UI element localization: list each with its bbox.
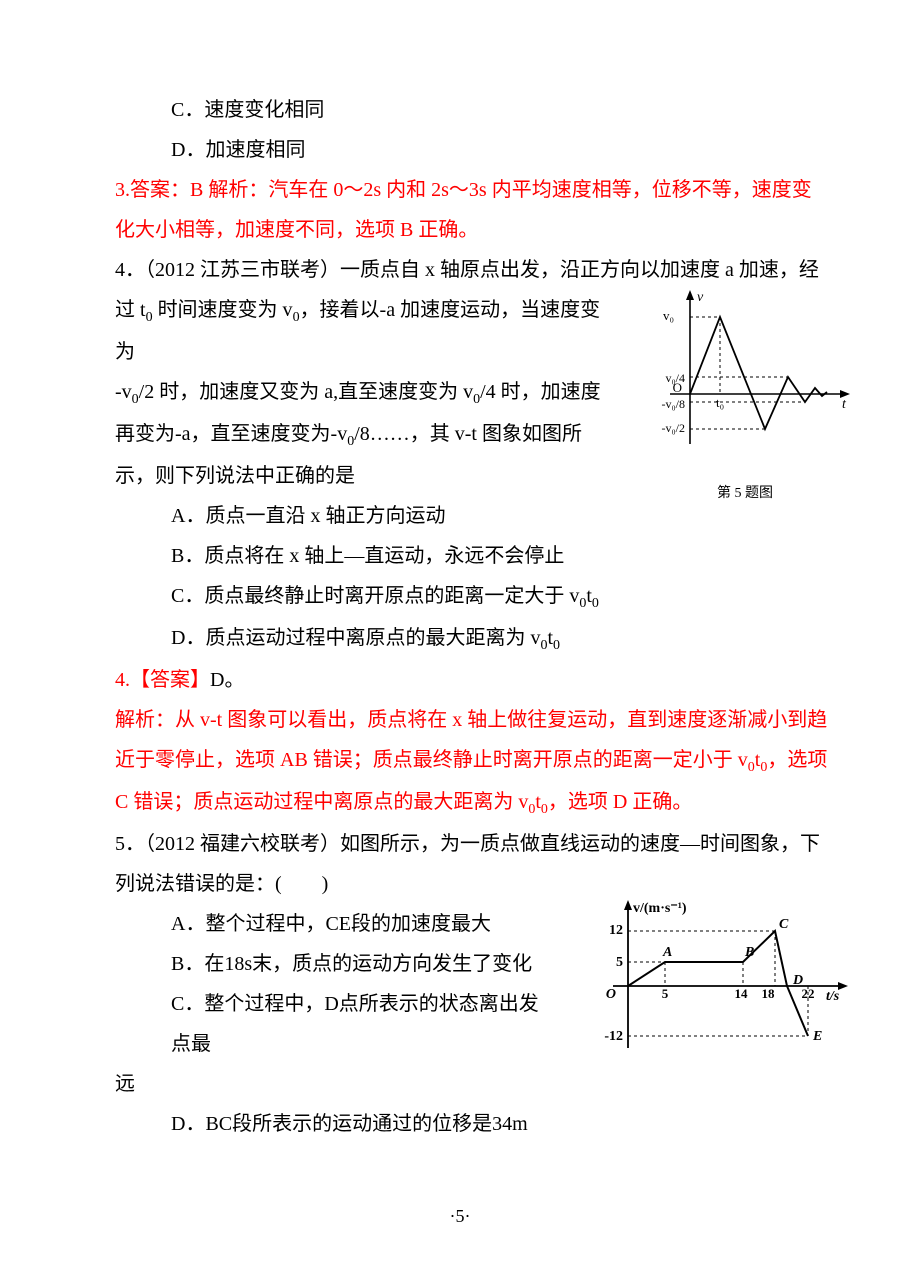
pt-B: B <box>744 945 754 960</box>
pt-C: C <box>779 917 789 932</box>
q4-stem-line4: 再变为-a，直至速度变为-v0/8……，其 v-t 图象如图所 <box>115 414 615 456</box>
q5-body: A．整个过程中，CE段的加速度最大 B．在18s末，质点的运动方向发生了变化 C… <box>115 904 830 1064</box>
pt-A: A <box>662 945 672 960</box>
q5-option-b: B．在18s末，质点的运动方向发生了变化 <box>115 944 555 984</box>
y-5: 5 <box>616 955 623 970</box>
text: /8……，其 v-t 图象如图所 <box>354 423 582 445</box>
sub-0: 0 <box>146 310 153 325</box>
q5-option-a: A．整个过程中，CE段的加速度最大 <box>115 904 555 944</box>
origin-o: O <box>606 987 616 1002</box>
q4-graph-svg: v₀ v₀/4 -v₀/8 -v₀/2 O v t t₀ <box>630 284 860 464</box>
x-18: 18 <box>762 986 776 1001</box>
q5-graph-svg: v/(m·s⁻¹) t/s 12 5 -12 O 5 14 18 22 <box>583 898 858 1053</box>
text: 过 t <box>115 299 146 321</box>
pt-D: D <box>792 973 803 988</box>
text: 再变为-a，直至速度变为-v <box>115 423 347 445</box>
q4-ans-bracket: 【答案】 <box>130 669 210 691</box>
origin-o: O <box>673 380 682 395</box>
sub-0: 0 <box>132 392 139 407</box>
text: /2 时，加速度又变为 a,直至速度变为 v <box>139 381 473 403</box>
y-neg12: -12 <box>604 1029 623 1044</box>
q3-option-c: C．速度变化相同 <box>115 90 830 130</box>
x-5: 5 <box>662 986 669 1001</box>
x-14: 14 <box>735 986 749 1001</box>
q5-option-c: C．整个过程中，D点所表示的状态离出发点最 <box>115 984 555 1064</box>
text: C．质点最终静止时离开原点的距离一定大于 v <box>171 585 579 607</box>
y-v0: v₀ <box>663 308 674 323</box>
x-axis-t: t <box>842 397 847 412</box>
y-neg1: -v₀/8 <box>661 397 685 411</box>
y-axis-label: v/(m·s⁻¹) <box>633 901 687 916</box>
q5-stem: 5．（2012 福建六校联考）如图所示，为一质点做直线运动的速度—时间图象，下列… <box>115 824 830 904</box>
q4-stem-line3: -v0/2 时，加速度又变为 a,直至速度变为 v0/4 时，加速度 <box>115 372 615 414</box>
q4-stem-line5: 示，则下列说法中正确的是 <box>115 456 615 496</box>
q4-body: 过 t0 时间速度变为 v0，接着以-a 加速度运动，当速度变为 -v0/2 时… <box>115 290 830 496</box>
q4-option-b: B．质点将在 x 轴上—直运动，永远不会停止 <box>115 536 830 576</box>
q5-option-c-tail: 远 <box>115 1064 830 1104</box>
page-container: C．速度变化相同 D．加速度相同 3.答案：B 解析：汽车在 0～2s 内和 2… <box>0 0 920 1274</box>
q4-ans-num: 4. <box>115 669 130 691</box>
text: D．质点运动过程中离原点的最大距离为 v <box>171 627 540 649</box>
q5-figure: v/(m·s⁻¹) t/s 12 5 -12 O 5 14 18 22 <box>583 898 858 1053</box>
q4-option-d: D．质点运动过程中离原点的最大距离为 v0t0 <box>115 618 830 660</box>
text: -v <box>115 381 132 403</box>
text: 解析：从 v-t 图象可以看出，质点将在 x 轴上做往复运动，直到速度逐渐减小到… <box>115 709 827 771</box>
sub-0: 0 <box>592 596 599 611</box>
q5-option-d: D．BC段所表示的运动通过的位移是34m <box>115 1104 830 1144</box>
y-12: 12 <box>609 923 623 938</box>
q4-text-wrap: 过 t0 时间速度变为 v0，接着以-a 加速度运动，当速度变为 -v0/2 时… <box>115 290 615 496</box>
pt-E: E <box>812 1029 822 1044</box>
q4-ans-letter: D。 <box>210 669 244 691</box>
q4-stem-line2: 过 t0 时间速度变为 v0，接着以-a 加速度运动，当速度变为 <box>115 290 615 372</box>
page-number: ·5· <box>0 1198 920 1234</box>
q3-answer: 3.答案：B 解析：汽车在 0～2s 内和 2s～3s 内平均速度相等，位移不等… <box>115 170 830 250</box>
x-axis-label: t/s <box>826 989 840 1004</box>
q4-figure: v₀ v₀/4 -v₀/8 -v₀/2 O v t t₀ 第 5 题图 <box>630 284 860 479</box>
q4-option-a: A．质点一直沿 x 轴正方向运动 <box>115 496 830 536</box>
q4-explanation: 解析：从 v-t 图象可以看出，质点将在 x 轴上做往复运动，直到速度逐渐减小到… <box>115 700 830 824</box>
q4-answer-label: 4.【答案】D。 <box>115 660 830 700</box>
sub-0: 0 <box>293 310 300 325</box>
text: ，选项 D 正确。 <box>548 791 692 813</box>
y-neg2: -v₀/2 <box>661 421 685 435</box>
sub-0: 0 <box>541 802 548 817</box>
text: /4 时，加速度 <box>480 381 601 403</box>
q5-text-wrap: A．整个过程中，CE段的加速度最大 B．在18s末，质点的运动方向发生了变化 C… <box>115 904 555 1064</box>
y-axis-v: v <box>697 290 704 305</box>
text: 时间速度变为 v <box>153 299 293 321</box>
q3-option-d: D．加速度相同 <box>115 130 830 170</box>
q4-option-c: C．质点最终静止时离开原点的距离一定大于 v0t0 <box>115 576 830 618</box>
sub-0: 0 <box>553 638 560 653</box>
sub-0: 0 <box>748 760 755 775</box>
